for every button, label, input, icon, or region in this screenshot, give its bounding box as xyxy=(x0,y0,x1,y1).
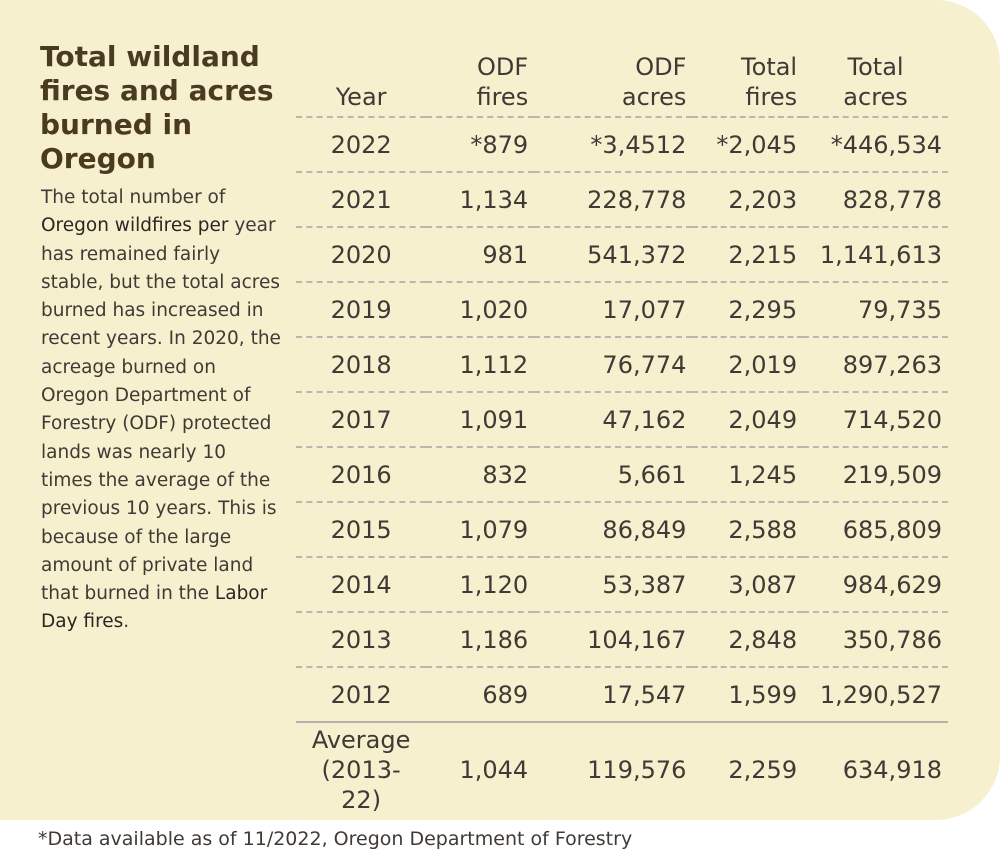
description-text: The total number of Oregon wildfires per… xyxy=(41,184,281,637)
table-row: 2022 *879 *3,4512 *2,045 *446,534 xyxy=(296,116,948,172)
cell-total-acres: 984,629 xyxy=(803,556,948,612)
cell-total-acres: 685,809 xyxy=(803,501,948,557)
footnote: *Data available as of 11/2022, Oregon De… xyxy=(38,828,633,850)
cell-odf-acres: 104,167 xyxy=(534,611,693,667)
header-year: Year xyxy=(335,83,387,111)
description-part-2: year has remained fairly stable, but the… xyxy=(41,215,281,605)
cell-odf-acres: 228,778 xyxy=(534,171,693,227)
table-row: 2013 1,186 104,167 2,848 350,786 xyxy=(296,611,948,667)
cell-odf-fires: 1,112 xyxy=(426,336,535,392)
cell-odf-fires: 1,134 xyxy=(426,171,535,227)
cell-total-fires: 2,588 xyxy=(692,501,804,557)
cell-total-fires: *2,045 xyxy=(692,116,804,172)
cell-total-fires: 2,203 xyxy=(692,171,804,227)
cell-odf-fires: 1,079 xyxy=(426,501,535,557)
cell-odf-acres: 53,387 xyxy=(534,556,693,612)
description-highlight-labor-day-fires: Labor Day fires xyxy=(41,583,268,633)
page-title: Total wildland fires and acres burned in… xyxy=(40,40,274,175)
average-row: Average (2013-22) 1,044 119,576 2,259 634… xyxy=(296,721,948,817)
cell-total-acres: 714,520 xyxy=(803,391,948,447)
info-card: Total wildland fires and acres burned in… xyxy=(0,0,1000,820)
cell-odf-acres: 86,849 xyxy=(534,501,693,557)
cell-total-acres: 897,263 xyxy=(803,336,948,392)
cell-total-acres: 828,778 xyxy=(803,171,948,227)
cell-total-acres: 1,290,527 xyxy=(803,666,948,722)
cell-year: 2019 xyxy=(296,281,427,337)
cell-odf-acres: 541,372 xyxy=(534,226,693,282)
cell-total-acres: 79,735 xyxy=(803,281,948,337)
table-row: 2017 1,091 47,162 2,049 714,520 xyxy=(296,391,948,447)
table-row: 2021 1,134 228,778 2,203 828,778 xyxy=(296,171,948,227)
cell-total-fires: 2,848 xyxy=(692,611,804,667)
cell-year: 2022 xyxy=(296,116,427,172)
cell-odf-fires: 1,020 xyxy=(426,281,535,337)
cell-year: 2020 xyxy=(296,226,427,282)
header-total-acres: Total acres xyxy=(843,53,908,111)
description-highlight-oregon-wildfires: Oregon wildfires per xyxy=(41,215,229,237)
cell-odf-acres: *3,4512 xyxy=(534,116,693,172)
cell-odf-acres: 5,661 xyxy=(534,446,693,502)
cell-total-acres: 350,786 xyxy=(803,611,948,667)
cell-average-odf-acres: 119,576 xyxy=(534,721,693,817)
cell-total-fires: 3,087 xyxy=(692,556,804,612)
header-odf-acres: ODF acres xyxy=(621,53,687,111)
table-row: 2015 1,079 86,849 2,588 685,809 xyxy=(296,501,948,557)
cell-year: 2012 xyxy=(296,666,427,722)
average-label-line-2: (2013-22) xyxy=(321,756,401,814)
cell-average-label: Average (2013-22) xyxy=(296,721,427,817)
cell-average-odf-fires: 1,044 xyxy=(426,721,535,817)
cell-total-fires: 2,049 xyxy=(692,391,804,447)
description-part-1: The total number of xyxy=(41,187,226,208)
cell-year: 2015 xyxy=(296,501,427,557)
cell-year: 2014 xyxy=(296,556,427,612)
cell-odf-acres: 76,774 xyxy=(534,336,693,392)
average-label-line-1: Average xyxy=(311,726,411,754)
cell-average-total-fires: 2,259 xyxy=(692,721,804,817)
description-part-3: . xyxy=(123,611,130,633)
wildfire-data-table: Year ODF fires ODF acres Total fires Total a… xyxy=(296,40,948,817)
cell-total-fires: 2,295 xyxy=(692,281,804,337)
table-row: 2014 1,120 53,387 3,087 984,629 xyxy=(296,556,948,612)
cell-odf-acres: 17,547 xyxy=(534,666,693,722)
cell-year: 2021 xyxy=(296,171,427,227)
table-row: 2020 981 541,372 2,215 1,141,613 xyxy=(296,226,948,282)
table-header-row: Year ODF fires ODF acres Total fires Total a… xyxy=(296,40,948,117)
table-row: 2012 689 17,547 1,599 1,290,527 xyxy=(296,666,948,722)
cell-odf-fires: 1,120 xyxy=(426,556,535,612)
cell-total-fires: 2,215 xyxy=(692,226,804,282)
cell-total-fires: 1,599 xyxy=(692,666,804,722)
header-total-fires: Total fires xyxy=(741,53,798,111)
cell-year: 2017 xyxy=(296,391,427,447)
cell-odf-fires: 1,186 xyxy=(426,611,535,667)
cell-odf-fires: 832 xyxy=(426,446,535,502)
cell-total-acres: 219,509 xyxy=(803,446,948,502)
cell-year: 2013 xyxy=(296,611,427,667)
table-row: 2016 832 5,661 1,245 219,509 xyxy=(296,446,948,502)
cell-total-fires: 2,019 xyxy=(692,336,804,392)
table-row: 2018 1,112 76,774 2,019 897,263 xyxy=(296,336,948,392)
cell-odf-acres: 47,162 xyxy=(534,391,693,447)
cell-total-fires: 1,245 xyxy=(692,446,804,502)
cell-odf-acres: 17,077 xyxy=(534,281,693,337)
cell-total-acres: 1,141,613 xyxy=(803,226,948,282)
cell-odf-fires: 981 xyxy=(426,226,535,282)
cell-year: 2016 xyxy=(296,446,427,502)
cell-odf-fires: *879 xyxy=(426,116,535,172)
cell-average-total-acres: 634,918 xyxy=(803,721,948,817)
cell-year: 2018 xyxy=(296,336,427,392)
cell-odf-fires: 689 xyxy=(426,666,535,722)
header-odf-fires: ODF fires xyxy=(476,53,529,111)
cell-total-acres: *446,534 xyxy=(803,116,948,172)
table-row: 2019 1,020 17,077 2,295 79,735 xyxy=(296,281,948,337)
cell-odf-fires: 1,091 xyxy=(426,391,535,447)
